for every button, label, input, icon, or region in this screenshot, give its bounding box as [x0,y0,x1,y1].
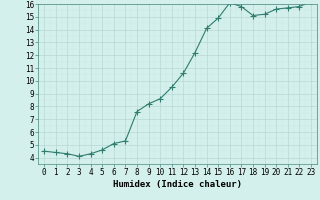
X-axis label: Humidex (Indice chaleur): Humidex (Indice chaleur) [113,180,242,189]
